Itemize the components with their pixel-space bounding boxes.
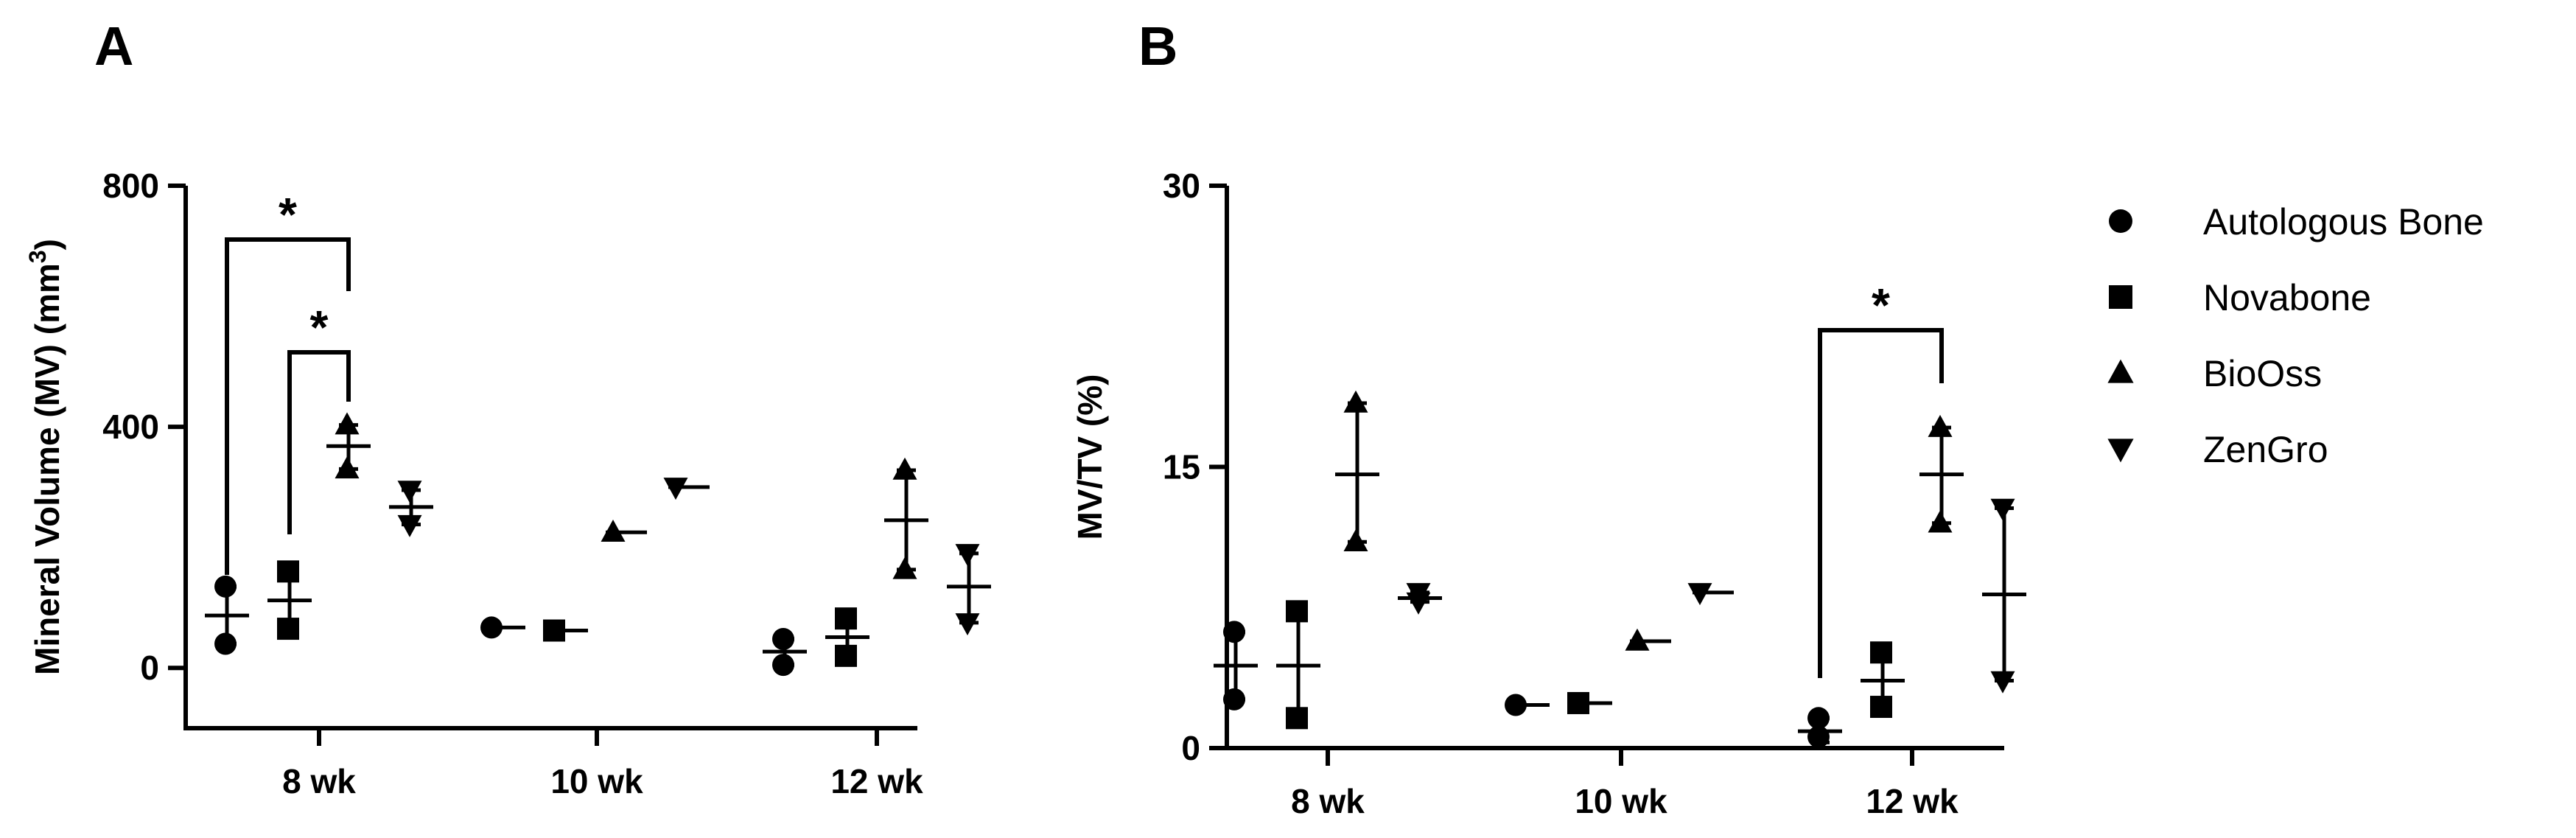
y-tick-label: 800 [102,167,159,205]
chart-b: 0 15 30 8 wk 10 wk 12 wk MV/TV (%) * [1071,167,2026,820]
legend-marker-icon [2109,285,2132,309]
x-tick-label: 8 wk [1291,782,1365,820]
data-point [1343,528,1368,551]
data-point [335,412,360,435]
data-point [335,456,360,479]
data-point [892,457,917,480]
y-axis-label: MV/TV (%) [1071,374,1109,540]
y-tick-label: 400 [102,408,159,446]
legend-marker-icon [2109,209,2132,233]
significance-star: * [279,188,297,241]
data-point [1223,688,1245,710]
data-point [1928,510,1953,533]
panel-letter-a: A [94,15,133,77]
y-axis-label: Mineral Volume (MV) (mm3) [24,239,66,675]
y-tick-label: 15 [1163,448,1200,486]
data-point [1286,707,1308,730]
data-point [892,556,917,579]
legend-marker-icon [2107,439,2134,463]
x-tick-label: 12 wk [1866,782,1959,820]
x-tick-label: 8 wk [282,762,356,800]
legend-marker-icon [2107,359,2134,383]
legend-label: Autologous Bone [2203,201,2484,242]
data-point [1286,600,1308,623]
significance-star: * [310,301,329,354]
x-tick-label: 12 wk [830,762,923,800]
data-point [397,514,422,537]
legend: Autologous Bone Novabone BioOss ZenGro [2107,201,2484,470]
data-point [835,607,857,630]
data-point [955,613,980,636]
significance-star: * [1872,279,1890,332]
significance-bracket [1818,328,1944,678]
chart-a: 0 400 800 8 wk 10 wk 12 wk Mineral Volume (MV)… [24,167,991,800]
data-point [1870,696,1892,719]
significance-bracket [225,237,351,575]
y-axis-label-suffix: ) [28,239,66,250]
data-point [214,575,237,598]
y-tick-label: 0 [140,649,159,687]
y-tick-label: 0 [1181,729,1200,767]
data-point [277,560,299,583]
data-point [1990,671,2015,694]
legend-label: Novabone [2203,277,2371,318]
data-point [277,618,299,640]
data-point [835,644,857,667]
legend-label: ZenGro [2203,429,2328,470]
data-point [772,654,794,677]
y-tick-label: 30 [1163,167,1200,205]
x-tick-label: 10 wk [550,762,643,800]
panel-letter-b: B [1138,15,1177,77]
data-point [1870,641,1892,664]
data-point [955,544,980,567]
x-tick-label: 10 wk [1575,782,1667,820]
data-point [1807,707,1830,730]
data-point [214,632,237,655]
data-point [772,627,794,650]
y-axis-label-superscript: 3 [24,250,51,263]
data-point [1223,621,1245,643]
significance-bracket [287,350,351,534]
legend-label: BioOss [2203,353,2322,394]
data-point [1343,390,1368,413]
data-point [1990,498,2015,521]
data-point [397,481,422,503]
data-point [1928,414,1953,437]
